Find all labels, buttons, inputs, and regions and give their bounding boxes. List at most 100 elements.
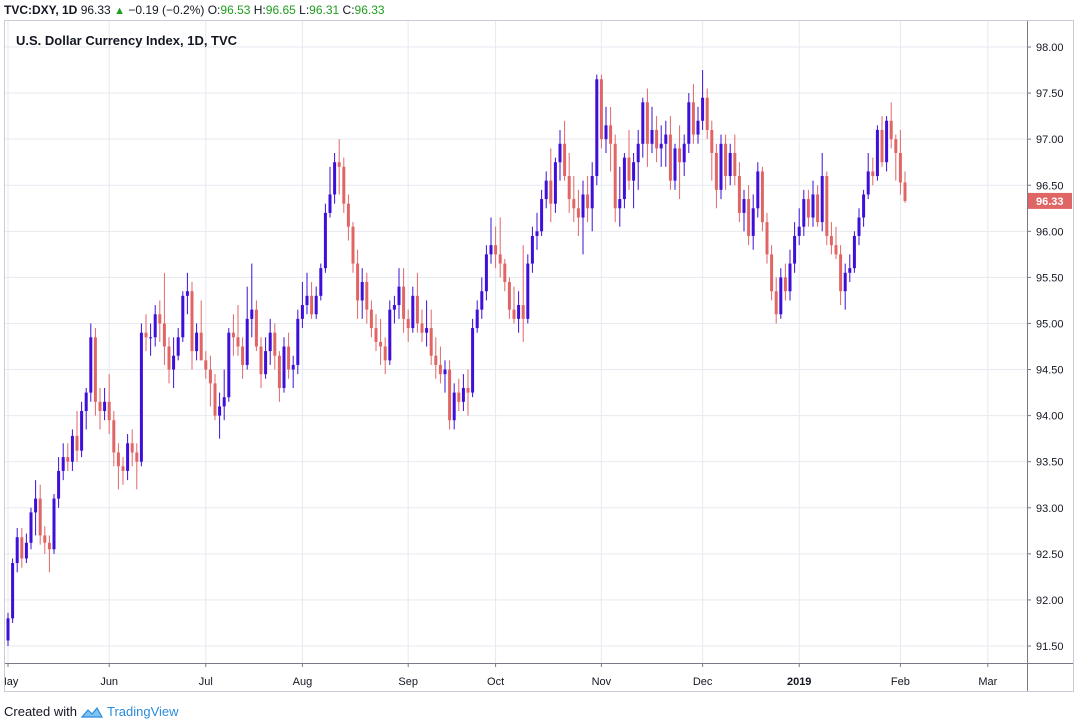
candle-body (406, 318, 410, 329)
y-tick-label: 96.50 (1036, 180, 1064, 192)
candle-body (839, 254, 843, 292)
candle-body (20, 537, 24, 559)
candle-body (471, 328, 475, 393)
candle-body (103, 401, 107, 412)
footer: Created with TradingView (4, 701, 179, 723)
y-tick-label: 95.00 (1036, 318, 1064, 330)
triangle-up-icon: ▲ (114, 5, 125, 17)
y-tick-label: 97.00 (1036, 134, 1064, 146)
candle-body (673, 148, 677, 181)
candle-body (682, 143, 686, 163)
candle-body (526, 263, 530, 319)
candle-body (360, 282, 364, 301)
candle-body (898, 152, 902, 183)
candle-body (857, 217, 861, 236)
candle-body (34, 498, 38, 513)
candle-body (383, 346, 387, 361)
candle-body (241, 346, 245, 365)
chart-border (4, 20, 1074, 692)
candle-body (268, 332, 272, 352)
candle-body (889, 120, 893, 140)
candle-body (70, 435, 74, 462)
chart-area[interactable]: 91.50 92.00 92.50 93.00 93.50 94.00 94.50 95.00… (0, 20, 1074, 692)
candle-body (774, 291, 778, 315)
candle-body (885, 120, 889, 163)
candle-body (93, 337, 97, 402)
candle-body (609, 125, 613, 144)
candle-body (894, 139, 898, 153)
x-tick-label: Mar (978, 676, 997, 688)
candle-body (52, 498, 56, 550)
candle-body (11, 563, 15, 619)
candle-body (820, 176, 824, 223)
candle-body (770, 254, 774, 292)
candle-body (438, 364, 442, 375)
candle-body (61, 457, 65, 471)
candle-body (783, 277, 787, 292)
candle-body (429, 328, 433, 356)
candle-body (760, 171, 764, 223)
candle-body (135, 452, 139, 462)
candle-body (121, 466, 125, 471)
last-price-label: 96.33 (1036, 196, 1064, 208)
candle-body (397, 286, 401, 306)
x-tick-label: Aug (293, 676, 313, 688)
candle-body (282, 346, 286, 388)
candle-body (167, 346, 171, 370)
candle-body (622, 157, 626, 200)
candle-body (659, 143, 663, 149)
candle-body (236, 337, 240, 347)
candle-body (116, 452, 120, 467)
candle-body (130, 443, 134, 453)
candle-body (388, 309, 392, 361)
candle-body (89, 337, 93, 393)
y-tick-label: 94.00 (1036, 411, 1064, 423)
price-change: −0.19 (−0.2%) (128, 3, 205, 17)
candle-body (75, 435, 79, 451)
candle-body (829, 235, 833, 246)
candle-body (793, 235, 797, 264)
candle-body (618, 199, 622, 209)
candle-body (204, 360, 208, 370)
tradingview-brand[interactable]: TradingView (106, 704, 179, 719)
candle-body (172, 355, 176, 370)
candle-body (599, 79, 603, 140)
candle-body (443, 369, 447, 375)
y-tick-label: 93.00 (1036, 503, 1064, 515)
candle-body (231, 332, 235, 338)
candle-body (613, 143, 617, 209)
candle-body (153, 314, 157, 338)
candle-body (645, 102, 649, 144)
candlestick-chart[interactable]: 91.50 92.00 92.50 93.00 93.50 94.00 94.50 95.00… (0, 20, 1074, 692)
candle-body (701, 97, 705, 121)
low-value: 96.31 (309, 3, 340, 17)
candle-body (779, 277, 783, 315)
candle-body (572, 199, 576, 209)
candle-body (190, 291, 194, 352)
candle-body (558, 143, 562, 163)
candle-body (724, 143, 728, 177)
candle-body (825, 176, 829, 236)
candle-body (535, 231, 539, 236)
candle-body (816, 194, 820, 223)
candle-body (498, 254, 502, 264)
candle-body (507, 282, 511, 310)
candle-body (461, 387, 465, 402)
candle-body (162, 323, 166, 347)
candle-body (15, 537, 19, 564)
candle-body (668, 134, 672, 181)
candle-body (862, 194, 866, 218)
candle-body (466, 387, 470, 393)
candle-body (880, 129, 884, 163)
candle-body (480, 291, 484, 310)
candle-body (305, 295, 309, 306)
candle-body (797, 226, 801, 236)
candle-body (213, 383, 217, 416)
candle-body (691, 102, 695, 135)
candle-body (843, 272, 847, 292)
candle-body (264, 351, 268, 375)
candle-body (254, 309, 258, 347)
candle-body (489, 245, 493, 255)
y-tick-label: 92.50 (1036, 549, 1064, 561)
candle-body (107, 401, 111, 421)
